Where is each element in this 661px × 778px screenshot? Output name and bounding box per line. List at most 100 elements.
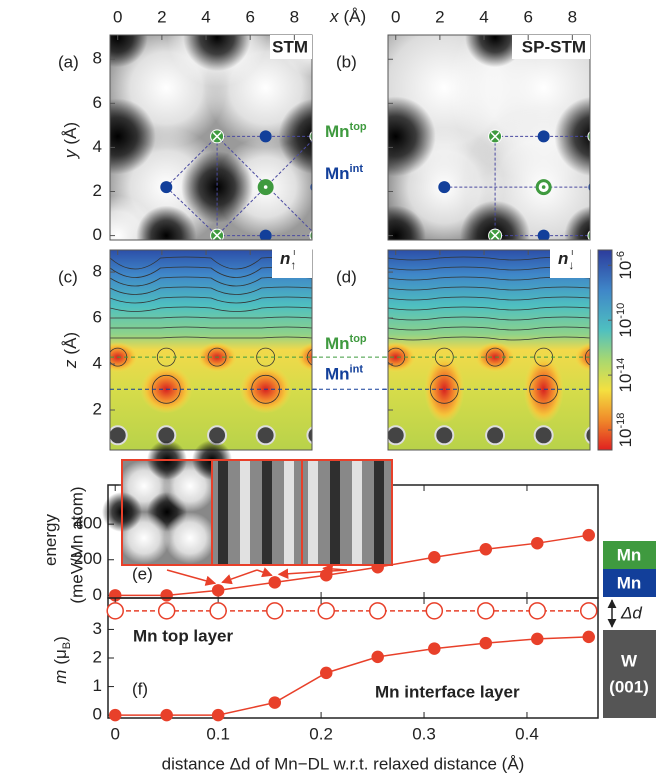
layer-label: Mn bbox=[617, 573, 642, 592]
y-title: energy bbox=[41, 514, 60, 566]
layer-label: Mn bbox=[617, 545, 642, 564]
y-tick-label: 2 bbox=[93, 399, 102, 418]
x-tick-label: 6 bbox=[245, 7, 254, 26]
panel-label: (e) bbox=[132, 564, 153, 583]
data-point bbox=[210, 603, 226, 619]
x-tick-label: 0 bbox=[110, 724, 119, 743]
data-point bbox=[583, 631, 594, 642]
data-point bbox=[583, 530, 594, 541]
tag-text: n bbox=[280, 249, 290, 268]
y-tick-label: 2 bbox=[93, 647, 102, 666]
data-point bbox=[107, 603, 123, 619]
mn-label: Mntop bbox=[325, 121, 367, 142]
data-point bbox=[110, 710, 121, 721]
panel-label: (a) bbox=[58, 52, 79, 71]
x-tick-label: 0 bbox=[391, 7, 400, 26]
base: 10 bbox=[616, 429, 635, 448]
contour-ring bbox=[257, 426, 275, 444]
inset-image bbox=[302, 460, 392, 565]
atom-cross bbox=[590, 132, 598, 140]
x-unit: (Å) bbox=[344, 7, 367, 26]
density-lobe bbox=[376, 342, 416, 372]
gap-label: Δd bbox=[620, 603, 642, 622]
colorbar-label: 10-6 bbox=[615, 251, 636, 280]
y-axis-title: y(Å) bbox=[61, 122, 80, 159]
y-unit: (μ bbox=[51, 649, 70, 664]
data-point bbox=[372, 651, 383, 662]
x-tick-label: 0.2 bbox=[309, 724, 333, 743]
tag-sub: ↑ bbox=[290, 258, 296, 272]
data-point bbox=[213, 585, 224, 596]
x-tick-label: 4 bbox=[201, 7, 210, 26]
tag-text: n bbox=[558, 249, 568, 268]
mn-text: Mn bbox=[325, 164, 350, 183]
mn-text: Mn bbox=[325, 365, 350, 384]
colorbar-label: 10-14 bbox=[615, 358, 636, 393]
data-point bbox=[269, 697, 280, 708]
base: 10 bbox=[616, 374, 635, 393]
x-axis-title: distance Δd of Mn−DL w.r.t. relaxed dist… bbox=[162, 754, 525, 773]
stripe bbox=[240, 460, 250, 565]
tag-sub: ↓ bbox=[568, 258, 574, 272]
panel-label: (d) bbox=[336, 267, 357, 286]
dark-spot bbox=[183, 3, 251, 71]
x-tick-label: 2 bbox=[435, 7, 444, 26]
y-axis-unit: (meV/Mn atom) bbox=[67, 486, 86, 603]
x-tick-label: 6 bbox=[523, 7, 532, 26]
mn-sup: int bbox=[350, 163, 364, 175]
mn-text: Mn bbox=[325, 335, 350, 354]
stripe bbox=[374, 460, 384, 565]
data-point bbox=[426, 603, 442, 619]
mn-int-atom bbox=[538, 130, 550, 142]
y-tick-label: 0 bbox=[93, 585, 102, 604]
center-dot bbox=[264, 185, 268, 189]
atom-cross bbox=[312, 132, 320, 140]
stripe bbox=[218, 460, 228, 565]
panel-label: (b) bbox=[336, 52, 357, 71]
data-point bbox=[269, 577, 280, 588]
series-label: Mn interface layer bbox=[375, 682, 520, 701]
contour-ring bbox=[486, 426, 504, 444]
stripe bbox=[284, 460, 294, 565]
substrate-face: (001) bbox=[609, 677, 649, 696]
contour-ring bbox=[109, 426, 127, 444]
contour-ring bbox=[435, 426, 453, 444]
y-close: ) bbox=[51, 636, 70, 642]
y-tick-label: 4 bbox=[93, 137, 102, 156]
base: 10 bbox=[616, 319, 635, 338]
y-tick-label: 2 bbox=[93, 181, 102, 200]
data-point bbox=[480, 544, 491, 555]
data-point bbox=[161, 710, 172, 721]
data-point bbox=[581, 603, 597, 619]
stripe bbox=[262, 460, 272, 565]
y-unit: (Å) bbox=[61, 122, 80, 145]
x-tick-label: 0.1 bbox=[206, 724, 230, 743]
x-tick-label: 0 bbox=[113, 7, 122, 26]
x-tick-label: 2 bbox=[157, 7, 166, 26]
map-tag: SP-STM bbox=[522, 37, 586, 56]
contour-ring bbox=[535, 426, 553, 444]
panel-label: (c) bbox=[58, 267, 78, 286]
x-tick-label: 0.3 bbox=[412, 724, 436, 743]
x-tick-label: 8 bbox=[568, 7, 577, 26]
dark-spot bbox=[356, 96, 436, 176]
mn-sup: top bbox=[350, 121, 367, 133]
mn-sup: top bbox=[350, 333, 367, 345]
data-point bbox=[480, 638, 491, 649]
data-point bbox=[267, 603, 283, 619]
substrate-label: W bbox=[621, 651, 638, 670]
y-tick-label: 6 bbox=[93, 93, 102, 112]
stripe bbox=[330, 460, 340, 565]
data-point bbox=[529, 603, 545, 619]
contour-ring bbox=[387, 426, 405, 444]
inset-image bbox=[212, 460, 302, 565]
y-tick-label: 8 bbox=[93, 49, 102, 68]
y-tick-label: 4 bbox=[93, 354, 102, 373]
mn-int-atom bbox=[438, 181, 450, 193]
contour-ring bbox=[307, 426, 325, 444]
data-point bbox=[370, 603, 386, 619]
series-label: Mn top layer bbox=[133, 626, 234, 645]
atom-cross bbox=[590, 232, 598, 240]
figure: (a)STM0246802468(b)SP-STM02468(c)n↑2468(… bbox=[0, 0, 661, 778]
y-var: z bbox=[61, 359, 80, 369]
